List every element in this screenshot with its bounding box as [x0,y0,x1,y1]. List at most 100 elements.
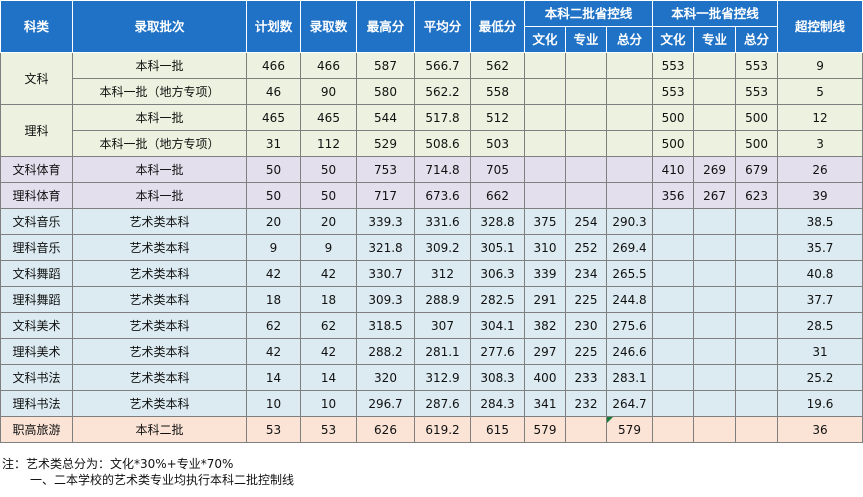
cell-y-wh: 553 [652,78,695,105]
cell-y-wh [652,312,695,339]
cell-e-zy: 225 [565,286,607,313]
cell-zuidi: 328.8 [470,208,525,235]
cell-e-zf: 283.1 [605,364,654,391]
cell-y-wh: 410 [652,156,695,183]
cell-chao: 25.2 [777,364,863,391]
cell-y-wh [652,286,695,313]
table-row: 理科美术 艺术类本科 42 42 288.2 281.1 277.6 297 225 246.6 3… [0,338,863,365]
table-row: 文科体育 本科一批 50 50 753 714.8 705 410 269 679 26 [0,156,863,183]
cell-e-wh [524,52,566,79]
header-erpi: 本科二批省控线 [523,0,654,27]
header-zuigao: 最高分 [356,0,415,53]
cell-jihua: 50 [246,182,301,209]
cell-kelei: 文科美术 [0,312,73,339]
cell-y-zf [735,234,779,261]
footnote-control-line: 一、二本学校的艺术类专业均执行本科二批控制线 [30,473,295,487]
cell-zuigao: 587 [356,52,415,79]
cell-kelei: 职高旅游 [0,416,73,443]
header-pingjun: 平均分 [414,0,471,53]
cell-zuidi: 306.3 [470,260,525,287]
cell-e-wh: 291 [524,286,566,313]
cell-e-wh [524,182,566,209]
table-row: 本科一批（地方专项） 31 112 529 508.6 503 500 500 3 [1,130,863,157]
cell-luqu: 9 [300,234,357,261]
cell-e-wh: 400 [524,364,566,391]
cell-pici: 艺术类本科 [72,260,247,287]
cell-e-zf [605,52,654,79]
cell-chao: 12 [777,104,863,131]
cell-pici: 艺术类本科 [72,390,247,417]
cell-jihua: 466 [246,52,301,79]
cell-e-zy [565,156,607,183]
cell-y-wh [652,416,695,443]
cell-e-zy: 230 [565,312,607,339]
cell-chao: 36 [777,416,863,443]
cell-pingjun: 281.1 [414,338,471,365]
cell-y-zf [735,338,779,365]
cell-jihua: 9 [246,234,301,261]
cell-zuidi: 282.5 [470,286,525,313]
header-erpi-wenhua: 文化 [524,26,566,53]
cell-e-zy [565,130,607,157]
cell-zuidi: 503 [470,130,525,157]
cell-luqu: 466 [300,52,357,79]
cell-e-zy: 233 [565,364,607,391]
cell-e-wh: 579 [524,416,566,443]
cell-zuidi: 304.1 [470,312,525,339]
cell-pingjun: 288.9 [414,286,471,313]
cell-y-wh: 500 [652,104,695,131]
cell-e-zf: 269.4 [605,234,654,261]
cell-e-wh [524,78,566,105]
cell-e-wh [524,104,566,131]
group-like: 理科 [0,104,73,157]
cell-e-zy [565,104,607,131]
cell-e-zy [565,52,607,79]
cell-luqu: 42 [300,338,357,365]
cell-chao: 3 [777,130,863,157]
cell-pici: 艺术类本科 [72,208,247,235]
cell-kelei: 理科体育 [0,182,73,209]
cell-jihua: 20 [246,208,301,235]
cell-y-zf [735,364,779,391]
cell-kelei: 文科体育 [0,156,73,183]
cell-pici: 艺术类本科 [72,312,247,339]
cell-e-zy [565,182,607,209]
cell-pingjun: 307 [414,312,471,339]
cell-y-zf [735,286,779,313]
table-row: 理科书法 艺术类本科 10 10 296.7 287.6 284.3 341 232 264.7 1… [0,390,863,417]
cell-e-zf [605,156,654,183]
cell-e-zf: 264.7 [605,390,654,417]
cell-e-wh [524,156,566,183]
header-erpi-zhuanye: 专业 [565,26,607,53]
cell-pingjun: 312 [414,260,471,287]
cell-e-wh [524,130,566,157]
cell-y-wh: 356 [652,182,695,209]
cell-e-zy: 254 [565,208,607,235]
cell-e-zy: 252 [565,234,607,261]
cell-e-zf [605,78,654,105]
header-yipi: 本科一批省控线 [652,0,779,27]
cell-y-zf: 679 [735,156,779,183]
table-row: 职高旅游 本科二批 53 53 626 619.2 615 579 579 36 [0,416,863,443]
cell-luqu: 10 [300,390,357,417]
cell-y-zy [693,416,737,443]
cell-e-zf: 579 [605,416,654,443]
header-kelei: 科类 [0,0,73,53]
cell-y-zy [693,78,737,105]
cell-y-zf [735,312,779,339]
cell-y-zy [693,286,737,313]
cell-zuigao: 717 [356,182,415,209]
table-row: 文科书法 艺术类本科 14 14 320 312.9 308.3 400 233 283.1 25.… [0,364,863,391]
cell-e-wh: 382 [524,312,566,339]
cell-luqu: 50 [300,182,357,209]
cell-y-zf: 553 [735,78,779,105]
cell-zuigao: 753 [356,156,415,183]
cell-y-zy: 267 [693,182,737,209]
cell-pingjun: 566.7 [414,52,471,79]
cell-y-zf: 623 [735,182,779,209]
table-row: 本科一批（地方专项） 46 90 580 562.2 558 553 553 5 [1,78,863,105]
cell-zuidi: 308.3 [470,364,525,391]
cell-chao: 5 [777,78,863,105]
cell-chao: 28.5 [777,312,863,339]
cell-kelei: 理科音乐 [0,234,73,261]
